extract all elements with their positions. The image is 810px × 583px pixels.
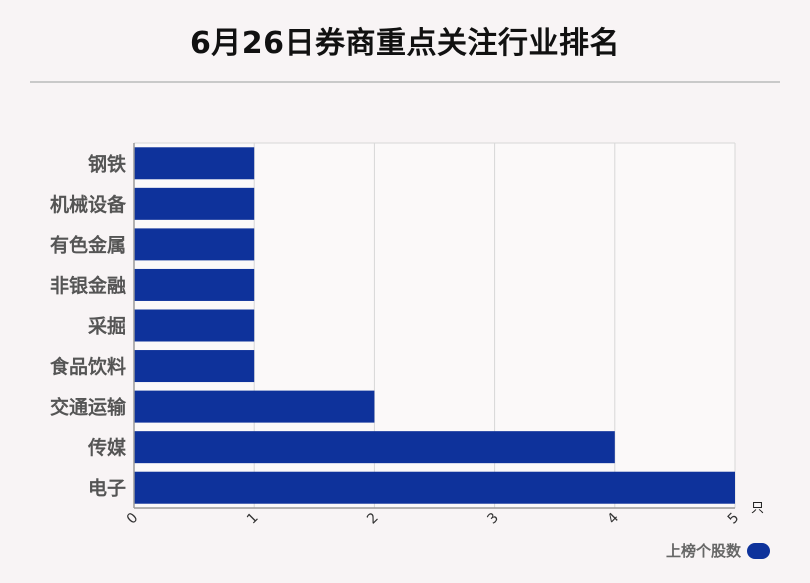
category-label: 电子 bbox=[88, 477, 126, 500]
x-unit-label: 只 bbox=[751, 501, 764, 516]
bar-7 bbox=[134, 431, 615, 464]
category-label: 食品饮料 bbox=[50, 355, 126, 378]
category-label: 钢铁 bbox=[88, 152, 126, 175]
legend-label: 上榜个股数 bbox=[665, 542, 741, 560]
x-tick-label: 1 bbox=[244, 510, 262, 528]
legend-swatch bbox=[747, 542, 770, 559]
bar-1 bbox=[134, 187, 255, 220]
bar-3 bbox=[134, 268, 255, 301]
category-label: 传媒 bbox=[87, 436, 127, 459]
x-tick-label: 4 bbox=[605, 510, 623, 528]
bar-6 bbox=[134, 390, 375, 423]
bar-5 bbox=[134, 350, 255, 383]
category-label: 采掘 bbox=[88, 315, 126, 338]
bar-0 bbox=[134, 147, 255, 180]
x-tick-label: 3 bbox=[484, 510, 502, 528]
bar-4 bbox=[134, 309, 255, 342]
bar-8 bbox=[134, 471, 735, 504]
bar-2 bbox=[134, 228, 255, 261]
x-tick-label: 2 bbox=[364, 510, 382, 528]
title-divider bbox=[30, 81, 780, 83]
x-tick-label: 0 bbox=[124, 510, 142, 528]
chart-legend: 上榜个股数 bbox=[666, 540, 770, 561]
chart-title: 6月26日券商重点关注行业排名 bbox=[189, 26, 621, 61]
x-tick-label: 5 bbox=[725, 510, 743, 528]
category-label: 非银金融 bbox=[50, 274, 126, 297]
category-label: 机械设备 bbox=[50, 193, 127, 216]
category-label: 有色金属 bbox=[50, 233, 126, 256]
category-label: 交通运输 bbox=[50, 396, 127, 419]
